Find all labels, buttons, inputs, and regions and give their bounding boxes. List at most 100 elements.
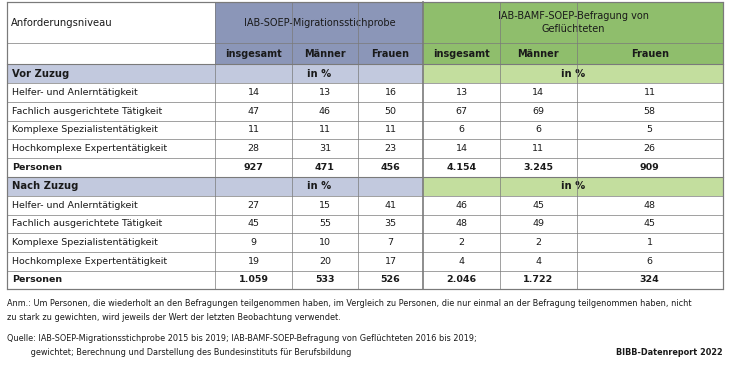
Text: insgesamt: insgesamt [434,49,490,59]
Bar [7,176,423,196]
Bar [7,121,723,139]
Text: Männer: Männer [304,49,346,59]
Text: 46: 46 [456,201,468,210]
Text: 3.245: 3.245 [523,163,553,172]
Text: 26: 26 [644,144,656,153]
Text: 11: 11 [644,88,656,97]
Bar [215,2,423,43]
Text: 9: 9 [250,238,257,247]
Text: Vor Zuzug: Vor Zuzug [12,69,69,79]
Bar [7,139,723,158]
Bar [215,43,423,64]
Bar [423,2,723,43]
Text: 927: 927 [244,163,264,172]
Text: Geflüchteten: Geflüchteten [542,24,604,34]
Bar [7,43,215,64]
Text: 13: 13 [456,88,468,97]
Bar [7,2,723,289]
Text: Helfer- und Anlerntätigkeit: Helfer- und Anlerntätigkeit [12,88,138,97]
Text: IAB-BAMF-SOEP-Befragung von: IAB-BAMF-SOEP-Befragung von [498,11,648,21]
Text: 67: 67 [456,107,468,116]
Text: 14: 14 [532,88,545,97]
Text: 4: 4 [535,257,542,266]
Text: 2.046: 2.046 [447,275,477,284]
Text: 28: 28 [247,144,260,153]
Text: 58: 58 [644,107,656,116]
Text: 45: 45 [247,219,260,228]
Text: 6: 6 [535,126,542,134]
Text: Anm.: Um Personen, die wiederholt an den Befragungen teilgenommen haben, im Verg: Anm.: Um Personen, die wiederholt an den… [7,299,692,309]
Text: 45: 45 [644,219,656,228]
Text: 4.154: 4.154 [447,163,477,172]
Bar [7,158,723,176]
Text: 1: 1 [647,238,653,247]
Text: 31: 31 [319,144,331,153]
Text: 48: 48 [456,219,468,228]
Text: 19: 19 [247,257,260,266]
Text: Anforderungsniveau: Anforderungsniveau [11,18,112,27]
Text: 23: 23 [385,144,396,153]
Text: 46: 46 [319,107,331,116]
Bar [423,176,723,196]
Text: 10: 10 [319,238,331,247]
Bar [7,2,215,43]
Text: in %: in % [561,181,585,191]
Text: 13: 13 [319,88,331,97]
Text: 49: 49 [532,219,545,228]
Text: 14: 14 [456,144,468,153]
Text: 45: 45 [532,201,545,210]
Text: 1.722: 1.722 [523,275,553,284]
Text: zu stark zu gewichten, wird jeweils der Wert der letzten Beobachtung verwendet.: zu stark zu gewichten, wird jeweils der … [7,313,341,322]
Text: Männer: Männer [518,49,559,59]
Text: 471: 471 [315,163,335,172]
Text: in %: in % [561,69,585,79]
Text: 47: 47 [247,107,260,116]
Bar [7,233,723,252]
Text: Helfer- und Anlerntätigkeit: Helfer- und Anlerntätigkeit [12,201,138,210]
Text: 909: 909 [639,163,660,172]
Text: 14: 14 [247,88,260,97]
Text: 27: 27 [247,201,260,210]
Text: Hochkomplexe Expertentätigkeit: Hochkomplexe Expertentätigkeit [12,144,168,153]
Bar [7,252,723,270]
Text: Fachlich ausgerichtete Tätigkeit: Fachlich ausgerichtete Tätigkeit [12,107,163,116]
Text: 17: 17 [385,257,396,266]
Bar [423,64,723,83]
Bar [7,270,723,289]
Text: Komplexe Spezialistentätigkeit: Komplexe Spezialistentätigkeit [12,126,158,134]
Text: Frauen: Frauen [372,49,410,59]
Text: Komplexe Spezialistentätigkeit: Komplexe Spezialistentätigkeit [12,238,158,247]
Text: 7: 7 [388,238,393,247]
Text: Fachlich ausgerichtete Tätigkeit: Fachlich ausgerichtete Tätigkeit [12,219,163,228]
Bar [7,214,723,233]
Text: 2: 2 [535,238,542,247]
Text: 35: 35 [385,219,396,228]
Text: IAB-SOEP-Migrationsstichprobe: IAB-SOEP-Migrationsstichprobe [244,18,395,27]
Text: 324: 324 [639,275,660,284]
Text: in %: in % [307,69,331,79]
Text: 6: 6 [647,257,653,266]
Text: 16: 16 [385,88,396,97]
Text: 6: 6 [458,126,465,134]
Text: 15: 15 [319,201,331,210]
Bar [7,64,423,83]
Text: 4: 4 [458,257,465,266]
Text: Hochkomplexe Expertentätigkeit: Hochkomplexe Expertentätigkeit [12,257,168,266]
Text: insgesamt: insgesamt [226,49,282,59]
Text: 50: 50 [385,107,396,116]
Text: 2: 2 [458,238,465,247]
Text: Quelle: IAB-SOEP-Migrationsstichprobe 2015 bis 2019; IAB-BAMF-SOEP-Befragung von: Quelle: IAB-SOEP-Migrationsstichprobe 20… [7,334,477,343]
Text: Frauen: Frauen [631,49,669,59]
Text: 11: 11 [319,126,331,134]
Bar [7,102,723,121]
Text: 20: 20 [319,257,331,266]
Text: 48: 48 [644,201,656,210]
Text: in %: in % [307,181,331,191]
Text: 526: 526 [380,275,401,284]
Bar [423,43,723,64]
Text: gewichtet; Berechnung und Darstellung des Bundesinstituts für Berufsbildung: gewichtet; Berechnung und Darstellung de… [7,348,352,357]
Text: BIBB-Datenreport 2022: BIBB-Datenreport 2022 [616,348,723,357]
Text: 11: 11 [385,126,396,134]
Text: 5: 5 [647,126,653,134]
Text: 55: 55 [319,219,331,228]
